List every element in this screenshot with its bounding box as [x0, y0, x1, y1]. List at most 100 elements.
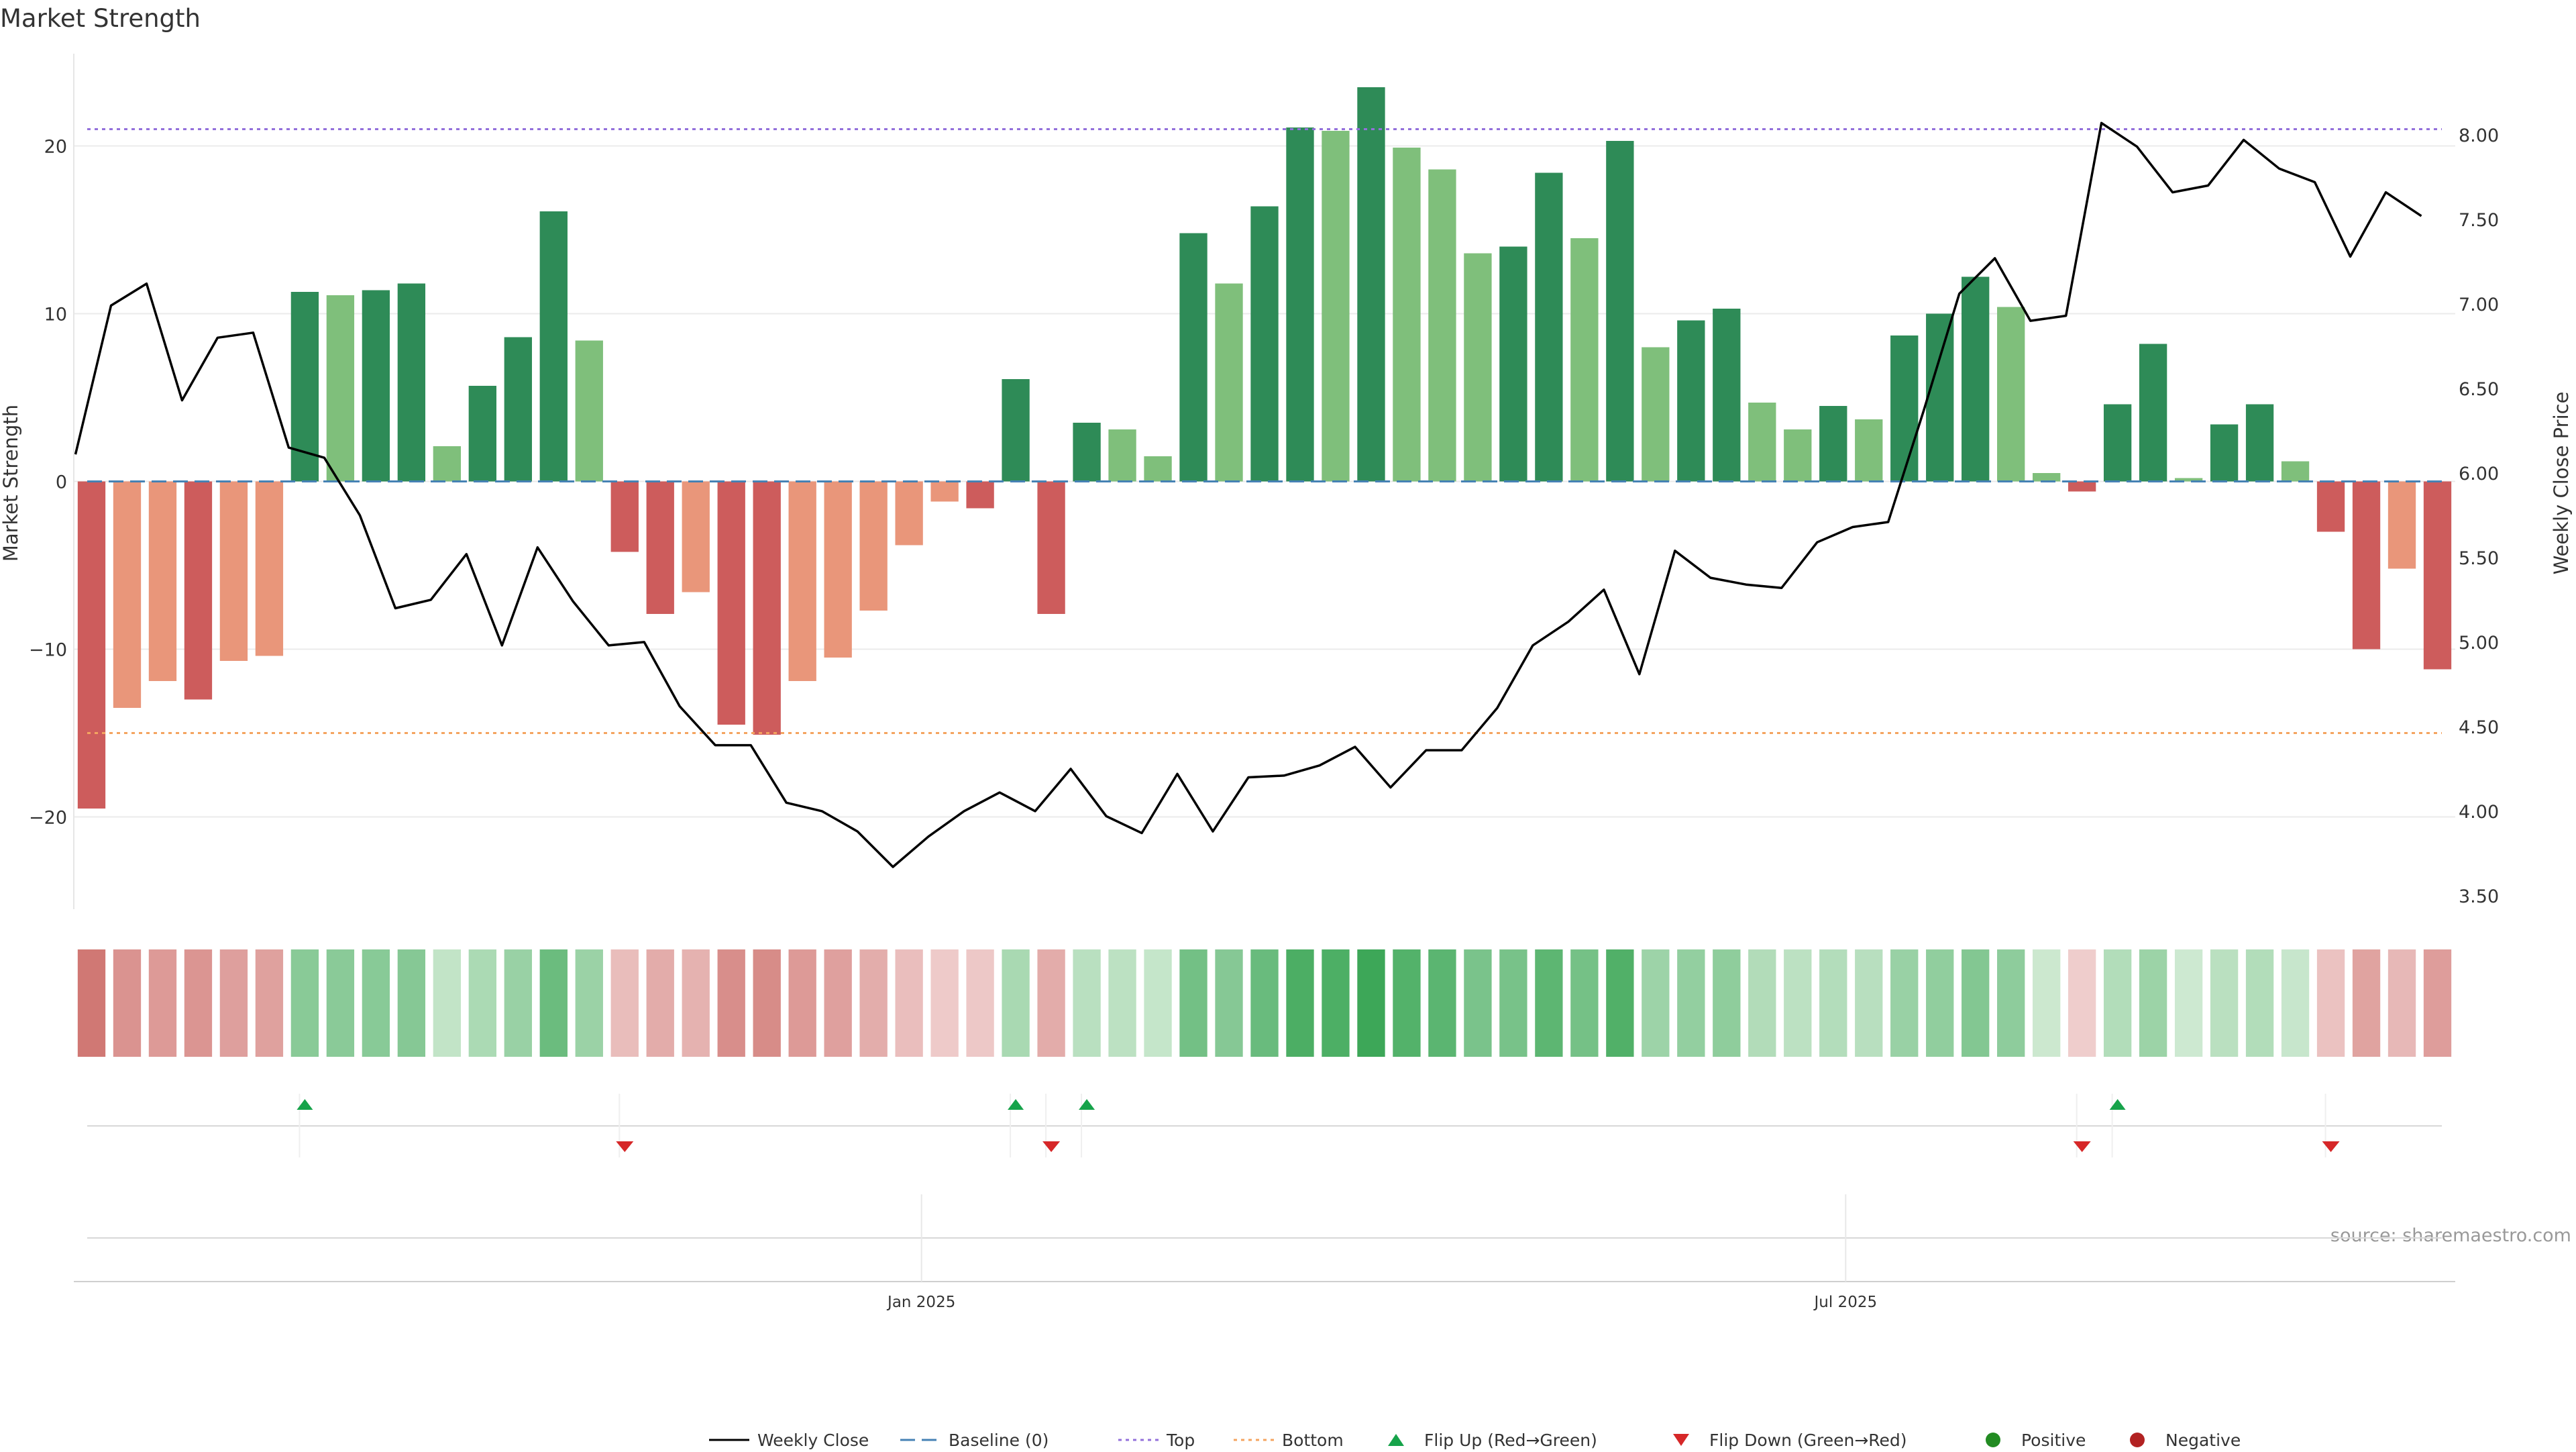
flip-signal-panel	[87, 1094, 2442, 1157]
heat-cell	[2423, 949, 2452, 1057]
legend: Weekly Close Baseline (0) Top Bottom Flip Up…	[709, 1431, 2241, 1450]
heat-cell	[1926, 949, 1954, 1057]
heat-cell	[1962, 949, 1990, 1057]
heat-cell	[1250, 949, 1279, 1057]
y-tick-label: −20	[29, 808, 67, 829]
strength-bar	[2316, 481, 2345, 532]
heat-cell	[1677, 949, 1705, 1057]
heat-cell	[788, 949, 816, 1057]
reference-lines	[87, 128, 2442, 734]
strength-bar	[610, 481, 639, 552]
strength-bar	[1642, 347, 1670, 482]
source-note: source: sharemaestro.com	[2330, 1225, 2571, 1246]
heat-cell	[2245, 949, 2274, 1057]
axes: −20 −10 0 10 20 3.50 4.00 4.50 5.00 5.50 6.00 6.50 7…	[29, 54, 2499, 909]
strength-bar	[219, 481, 248, 661]
heat-cell	[575, 949, 603, 1057]
heat-cell	[504, 949, 532, 1057]
strength-bar	[1677, 320, 1705, 482]
heat-cell	[468, 949, 496, 1057]
heat-cell	[326, 949, 355, 1057]
strength-bar	[2387, 481, 2416, 569]
y-tick-label: 10	[44, 305, 67, 325]
y2-tick-label: 8.00	[2459, 125, 2499, 146]
heat-cell	[1357, 949, 1385, 1057]
heat-cell	[113, 949, 142, 1057]
heat-cell	[1144, 949, 1172, 1057]
heat-cell	[1784, 949, 1812, 1057]
heat-cell	[1002, 949, 1030, 1057]
strength-bar	[1570, 238, 1599, 482]
heat-cell	[397, 949, 426, 1057]
legend-label: Negative	[2165, 1431, 2241, 1449]
y2-axis-label: Weekly Close Price	[2550, 392, 2573, 575]
flip-down-marker	[2322, 1141, 2340, 1152]
flip-down-marker	[2073, 1141, 2091, 1152]
date-axis-panel: Jan 2025 Jul 2025	[74, 1194, 2455, 1311]
legend-symbol	[2130, 1433, 2145, 1447]
strength-bar	[1250, 206, 1279, 482]
heat-cell	[1642, 949, 1670, 1057]
strength-bar	[1108, 429, 1136, 482]
strength-bar	[468, 386, 496, 482]
heat-cell	[1179, 949, 1208, 1057]
heat-cell	[1855, 949, 1883, 1057]
heat-cell	[1464, 949, 1492, 1057]
legend-label: Positive	[2021, 1431, 2086, 1449]
y2-tick-label: 7.00	[2459, 295, 2499, 315]
strength-bar	[2139, 344, 2167, 482]
strength-bar	[646, 481, 674, 614]
heat-cell	[717, 949, 745, 1057]
strength-bar	[148, 481, 177, 681]
strength-bar	[362, 290, 390, 482]
heat-cell	[2281, 949, 2310, 1057]
heat-cell	[2103, 949, 2132, 1057]
heat-cell	[1713, 949, 1741, 1057]
strength-bar	[1357, 87, 1385, 482]
heat-cell	[2068, 949, 2096, 1057]
strength-bar	[1748, 403, 1776, 482]
strength-bar	[1499, 246, 1527, 482]
strength-bar	[930, 481, 959, 502]
strength-bar	[2033, 473, 2061, 482]
heat-cell	[1606, 949, 1634, 1057]
strength-bar	[1962, 276, 1990, 482]
weekly-close-line	[74, 121, 2422, 868]
heat-cell	[219, 949, 248, 1057]
heat-cell	[2316, 949, 2345, 1057]
heat-cell	[1819, 949, 1847, 1057]
strength-bar	[1393, 148, 1421, 482]
strength-bar	[2245, 404, 2274, 482]
x-tick-label: Jan 2025	[886, 1294, 955, 1311]
strength-bar	[1606, 141, 1634, 482]
strength-bar	[682, 481, 710, 592]
flip-up-marker	[2109, 1099, 2126, 1110]
heat-cell	[1890, 949, 1919, 1057]
legend-label: Flip Down (Green→Red)	[1709, 1431, 1907, 1449]
heat-cell	[2210, 949, 2239, 1057]
legend-symbol	[1673, 1434, 1689, 1446]
strength-bar	[1215, 283, 1243, 482]
strength-bars	[77, 87, 2452, 809]
strength-bar	[2068, 481, 2096, 492]
heat-cell	[1286, 949, 1314, 1057]
x-tick-label: Jul 2025	[1813, 1294, 1878, 1311]
heat-cell	[1073, 949, 1101, 1057]
strength-bar	[2352, 481, 2381, 650]
strength-heatstrip	[77, 949, 2452, 1057]
heat-cell	[1322, 949, 1350, 1057]
strength-bar	[717, 481, 745, 725]
y2-tick-label: 5.50	[2459, 548, 2499, 569]
heat-cell	[824, 949, 852, 1057]
strength-bar	[504, 337, 532, 482]
y-axis-label: Market Strength	[0, 405, 22, 562]
y-tick-label: −10	[29, 640, 67, 661]
strength-bar	[788, 481, 816, 681]
heat-cell	[255, 949, 284, 1057]
strength-bar	[2210, 424, 2239, 482]
strength-bar	[895, 481, 923, 546]
strength-bar	[255, 481, 284, 656]
strength-bar	[966, 481, 994, 509]
heat-cell	[646, 949, 674, 1057]
